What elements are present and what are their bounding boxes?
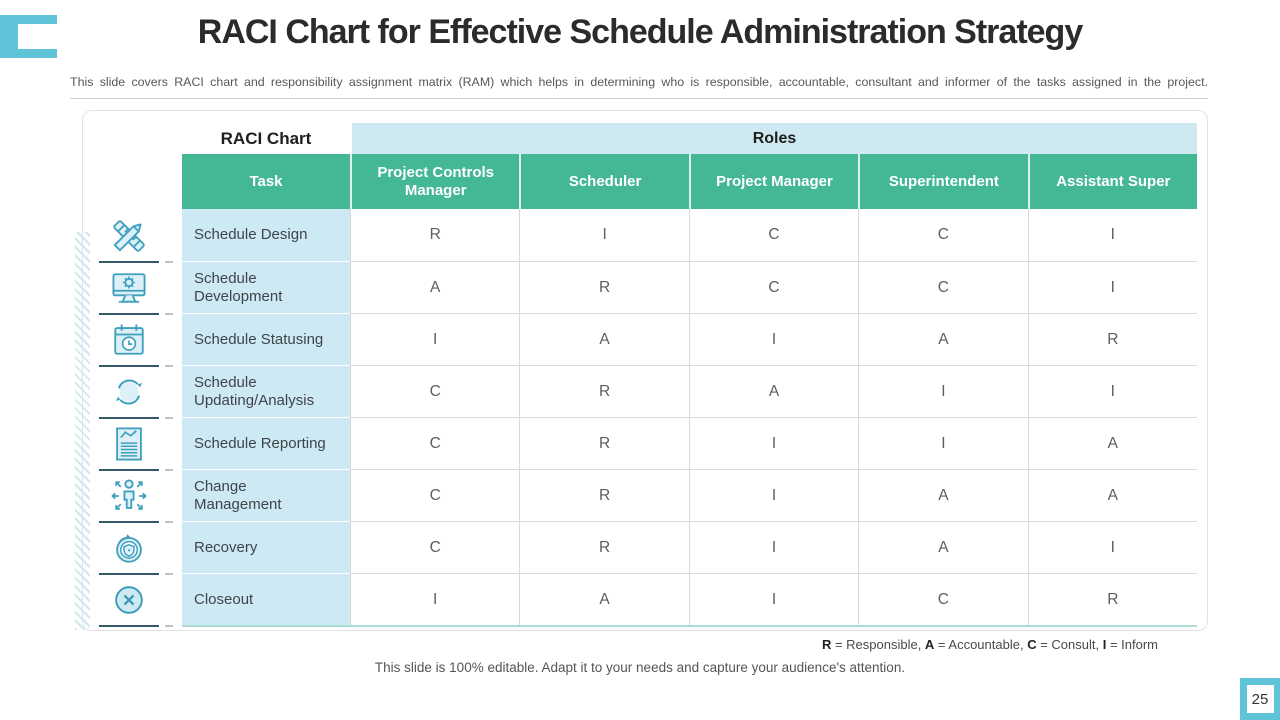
raci-value-cell: A — [858, 521, 1028, 573]
design-tools-icon — [99, 211, 173, 263]
raci-value-cell: I — [688, 313, 859, 365]
raci-value-cell: R — [519, 365, 689, 417]
raci-legend: R = Responsible, A = Accountable, C = Co… — [822, 637, 1158, 652]
page-number-badge: 25 — [1240, 678, 1280, 720]
raci-value-cell: I — [1027, 209, 1197, 261]
raci-chart-label: RACI Chart — [182, 123, 350, 154]
raci-value-cell: A — [519, 573, 689, 625]
raci-value-cell: C — [688, 261, 859, 313]
task-cell: Schedule Reporting — [182, 417, 350, 469]
raci-value-cell: R — [519, 417, 689, 469]
legend-item: C = Consult, — [1027, 637, 1103, 652]
table-row: Recovery C R I A I — [182, 521, 1197, 573]
raci-value-cell: I — [519, 209, 688, 261]
raci-value-cell: C — [350, 469, 520, 521]
raci-value-cell: C — [350, 417, 520, 469]
table-row: Schedule Reporting C R I I A — [182, 417, 1197, 469]
column-header: Scheduler — [519, 154, 689, 209]
raci-value-cell: A — [858, 313, 1028, 365]
bracket-logo — [0, 15, 57, 58]
column-header: Task — [182, 154, 350, 209]
raci-value-cell: I — [350, 313, 520, 365]
sync-arrows-icon — [99, 367, 173, 419]
raci-value-cell: C — [858, 573, 1028, 625]
raci-value-cell: I — [350, 573, 520, 625]
raci-value-cell: C — [858, 261, 1028, 313]
raci-value-cell: I — [1027, 365, 1197, 417]
raci-value-cell: A — [858, 469, 1028, 521]
hatch-decoration — [75, 232, 90, 630]
task-cell: Change Management — [182, 469, 350, 521]
roles-label: Roles — [352, 123, 1197, 154]
raci-value-cell: A — [1027, 417, 1197, 469]
task-cell: Schedule Development — [182, 261, 350, 313]
raci-value-cell: I — [858, 417, 1028, 469]
legend-item: I = Inform — [1102, 637, 1158, 652]
column-header: Project Manager — [688, 154, 859, 209]
table-row: Closeout I A I C R — [182, 573, 1197, 625]
raci-value-cell: R — [519, 469, 689, 521]
table-header-row: Task Project Controls Manager Scheduler Pro… — [182, 154, 1197, 209]
table-row: Schedule Updating/Analysis C R A I I — [182, 365, 1197, 417]
raci-value-cell: R — [1027, 573, 1197, 625]
legend-item: A = Accountable, — [924, 637, 1028, 652]
column-header: Superintendent — [858, 154, 1028, 209]
calendar-clock-icon — [99, 315, 173, 367]
close-circle-icon — [99, 575, 173, 627]
raci-value-cell: I — [1027, 261, 1197, 313]
raci-value-cell: I — [858, 365, 1028, 417]
raci-value-cell: R — [1027, 313, 1197, 365]
page-title: RACI Chart for Effective Schedule Admini… — [197, 13, 1083, 51]
slide-description: This slide covers RACI chart and respons… — [70, 75, 1208, 99]
raci-value-cell: R — [350, 209, 519, 261]
column-header: Assistant Super — [1027, 154, 1197, 209]
task-cell: Closeout — [182, 573, 350, 625]
raci-value-cell: I — [688, 417, 859, 469]
task-icon-column — [99, 211, 173, 627]
raci-table: RACI Chart Roles Task Project Controls Ma… — [182, 123, 1197, 627]
task-cell: Schedule Design — [182, 209, 350, 261]
legend-item: R = Responsible, — [821, 637, 925, 652]
monitor-gear-icon — [99, 263, 173, 315]
raci-value-cell: R — [519, 261, 689, 313]
raci-value-cell: C — [858, 209, 1027, 261]
footer-note: This slide is 100% editable. Adapt it to… — [374, 660, 906, 675]
raci-value-cell: C — [350, 521, 520, 573]
table-row: Schedule Design R I C C I — [182, 209, 1197, 261]
raci-value-cell: A — [519, 313, 689, 365]
task-cell: Recovery — [182, 521, 350, 573]
task-cell: Schedule Updating/Analysis — [182, 365, 350, 417]
raci-value-cell: R — [519, 521, 689, 573]
raci-value-cell: A — [1027, 469, 1197, 521]
raci-value-cell: I — [688, 573, 859, 625]
table-row: Schedule Statusing I A I A R — [182, 313, 1197, 365]
raci-value-cell: A — [688, 365, 859, 417]
table-body: Schedule Design R I C C I Schedule Development… — [182, 209, 1197, 627]
report-document-icon — [99, 419, 173, 471]
table-band: RACI Chart Roles — [182, 123, 1197, 154]
table-row: Schedule Development A R C C I — [182, 261, 1197, 313]
task-cell: Schedule Statusing — [182, 313, 350, 365]
column-header: Project Controls Manager — [350, 154, 520, 209]
person-arrows-icon — [99, 471, 173, 523]
raci-value-cell: I — [688, 521, 859, 573]
raci-value-cell: C — [350, 365, 520, 417]
table-row: Change Management C R I A A — [182, 469, 1197, 521]
raci-value-cell: I — [688, 469, 859, 521]
shield-refresh-icon — [99, 523, 173, 575]
raci-value-cell: I — [1027, 521, 1197, 573]
page-number: 25 — [1246, 685, 1274, 713]
raci-value-cell: C — [688, 209, 858, 261]
raci-value-cell: A — [350, 261, 520, 313]
